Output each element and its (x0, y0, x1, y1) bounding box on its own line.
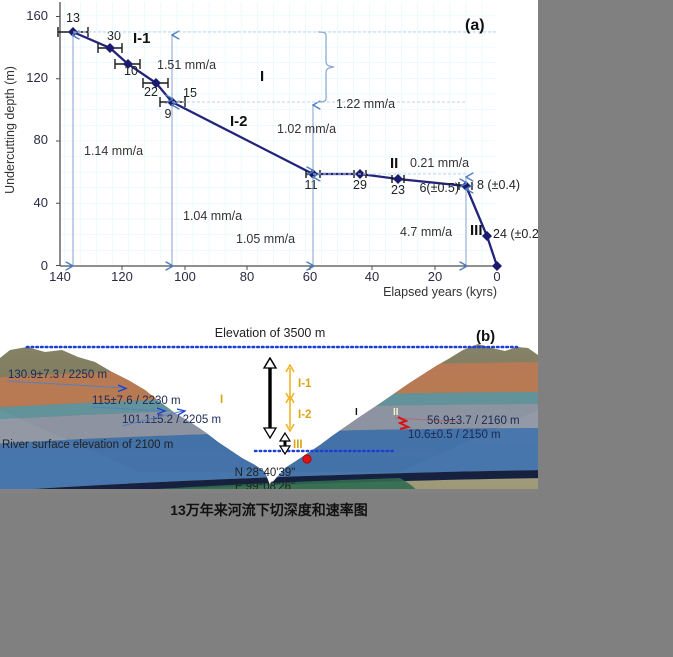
svg-text:1.04 mm/a: 1.04 mm/a (183, 209, 242, 223)
svg-text:80: 80 (240, 269, 254, 284)
svg-text:9: 9 (165, 107, 172, 121)
svg-text:101.1±5.2 / 2205 m: 101.1±5.2 / 2205 m (122, 414, 221, 426)
svg-text:Undercutting depth (m): Undercutting depth (m) (3, 66, 17, 194)
svg-text:40: 40 (365, 269, 379, 284)
svg-text:N 28°40'39": N 28°40'39" (235, 467, 296, 479)
svg-text:1.51 mm/a: 1.51 mm/a (157, 58, 216, 72)
svg-text:I: I (220, 394, 223, 406)
svg-text:120: 120 (111, 269, 133, 284)
svg-text:I: I (260, 68, 264, 85)
svg-text:0.21 mm/a: 0.21 mm/a (410, 156, 469, 170)
svg-text:29: 29 (353, 178, 367, 192)
svg-text:40: 40 (34, 195, 48, 210)
svg-text:100: 100 (174, 269, 196, 284)
svg-text:10: 10 (124, 64, 138, 78)
svg-text:11: 11 (305, 178, 318, 192)
svg-text:160: 160 (26, 8, 48, 23)
svg-text:30: 30 (107, 29, 121, 43)
svg-text:10.6±0.5 / 2150 m: 10.6±0.5 / 2150 m (408, 429, 501, 441)
svg-text:I: I (355, 407, 358, 418)
svg-text:I-1: I-1 (298, 378, 312, 390)
svg-text:1.22 mm/a: 1.22 mm/a (336, 97, 395, 111)
svg-text:120: 120 (26, 70, 48, 85)
svg-text:(a): (a) (465, 17, 485, 34)
svg-text:130.9±7.3 / 2250 m: 130.9±7.3 / 2250 m (8, 369, 107, 381)
svg-text:I-1: I-1 (133, 30, 151, 47)
svg-text:I-2: I-2 (230, 113, 248, 130)
svg-text:115±7.6 / 2230 m: 115±7.6 / 2230 m (92, 395, 181, 407)
svg-text:Elapsed years (kyrs): Elapsed years (kyrs) (383, 285, 497, 299)
svg-text:8 (±0.4): 8 (±0.4) (477, 178, 520, 192)
svg-text:II: II (393, 407, 399, 418)
svg-text:Elevation of 3500 m: Elevation of 3500 m (215, 326, 326, 340)
svg-text:1.05 mm/a: 1.05 mm/a (236, 232, 295, 246)
svg-text:80: 80 (34, 132, 48, 147)
svg-text:III: III (470, 222, 483, 239)
svg-text:I-2: I-2 (298, 409, 311, 421)
svg-text:(b): (b) (476, 328, 495, 345)
svg-text:River surface elevation of 210: River surface elevation of 2100 m (2, 439, 173, 451)
svg-text:1.14 mm/a: 1.14 mm/a (84, 144, 143, 158)
svg-text:6(±0.5): 6(±0.5) (419, 181, 459, 195)
svg-text:13: 13 (66, 11, 80, 25)
svg-text:60: 60 (303, 269, 317, 284)
svg-text:0: 0 (493, 269, 500, 284)
svg-text:III: III (293, 439, 303, 451)
svg-text:23: 23 (391, 183, 405, 197)
svg-text:1.02 mm/a: 1.02 mm/a (277, 122, 336, 136)
svg-text:22: 22 (144, 85, 158, 99)
svg-text:4.7 mm/a: 4.7 mm/a (400, 225, 452, 239)
svg-text:0: 0 (41, 258, 48, 273)
svg-text:15: 15 (183, 86, 197, 100)
svg-text:20: 20 (428, 269, 442, 284)
svg-text:140: 140 (49, 269, 71, 284)
svg-text:II: II (390, 155, 398, 172)
svg-text:24 (±0.2): 24 (±0.2) (493, 227, 538, 241)
